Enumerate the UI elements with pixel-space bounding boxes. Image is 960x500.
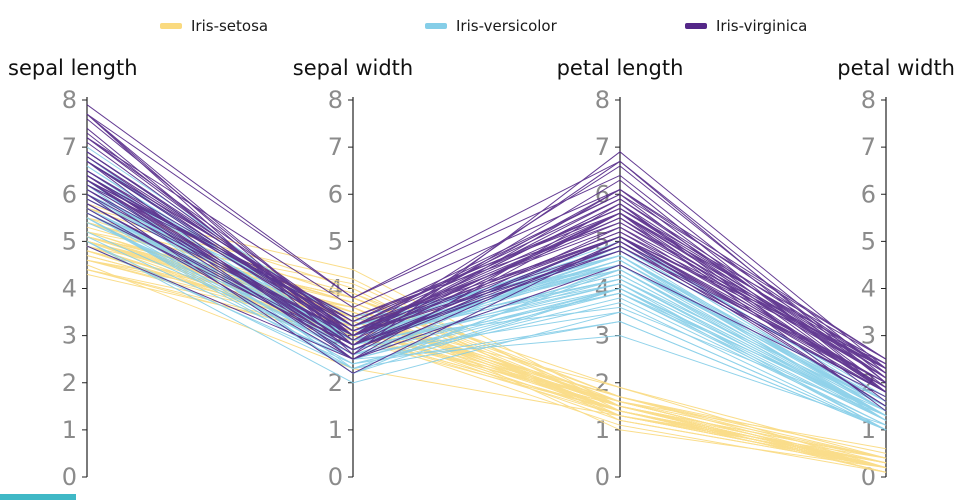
- legend-item-virginica[interactable]: Iris-virginica: [685, 17, 807, 35]
- data-line: [86, 236, 887, 426]
- tick-label: 4: [861, 275, 876, 303]
- data-line: [86, 240, 887, 431]
- tick-label: 0: [328, 463, 343, 491]
- tick-label: 3: [861, 322, 876, 350]
- data-line: [86, 184, 887, 370]
- data-line: [86, 217, 887, 417]
- tick-label: 1: [595, 416, 610, 444]
- tick-label: 0: [595, 463, 610, 491]
- data-line: [86, 160, 887, 365]
- tick-label: 8: [595, 86, 610, 114]
- axis-title-petal-length: petal length: [556, 56, 684, 80]
- tick-label: 0: [62, 463, 77, 491]
- tick-label: 6: [62, 180, 77, 208]
- legend-label-versicolor: Iris-versicolor: [456, 17, 557, 35]
- data-line: [86, 113, 887, 384]
- legend-item-setosa[interactable]: Iris-setosa: [160, 17, 268, 35]
- versicolor-swatch-icon: [425, 23, 447, 29]
- tick-label: 8: [328, 86, 343, 114]
- data-line: [86, 113, 887, 374]
- tick-label: 7: [62, 133, 77, 161]
- data-line: [86, 217, 887, 431]
- tick-label: 8: [62, 86, 77, 114]
- legend-item-versicolor[interactable]: Iris-versicolor: [425, 17, 557, 35]
- data-line: [86, 170, 887, 384]
- data-line: [86, 198, 887, 393]
- tick-label: 7: [861, 133, 876, 161]
- setosa-swatch-icon: [160, 23, 182, 29]
- tick-label: 5: [328, 227, 343, 255]
- tick-label: 3: [595, 322, 610, 350]
- tick-label: 4: [62, 275, 77, 303]
- data-line: [86, 160, 887, 360]
- tick-label: 2: [62, 369, 77, 397]
- data-line: [86, 156, 887, 370]
- axis-0: 0 1 2 3 4 5 6 7 8: [62, 86, 88, 491]
- data-line: [86, 245, 887, 398]
- virginica-swatch-icon: [685, 23, 707, 29]
- tick-label: 6: [328, 180, 343, 208]
- axis-title-sepal-width: sepal width: [292, 56, 414, 80]
- axis-title-sepal-length: sepal length: [8, 56, 138, 80]
- tick-label: 8: [861, 86, 876, 114]
- data-line: [86, 174, 887, 374]
- data-line: [86, 203, 887, 388]
- series-iris-virginica: [86, 104, 887, 412]
- legend-label-virginica: Iris-virginica: [716, 17, 808, 35]
- tick-label: 1: [62, 416, 77, 444]
- tick-label: 5: [861, 227, 876, 255]
- data-line: [86, 193, 887, 407]
- tick-label: 3: [62, 322, 77, 350]
- tick-label: 6: [861, 180, 876, 208]
- tick-label: 7: [328, 133, 343, 161]
- data-line: [86, 137, 887, 360]
- tick-label: 5: [62, 227, 77, 255]
- tick-label: 7: [595, 133, 610, 161]
- axis-title-petal-width: petal width: [837, 56, 955, 80]
- tick-label: 1: [328, 416, 343, 444]
- bottom-left-accent: [0, 494, 76, 500]
- legend-label-setosa: Iris-setosa: [191, 17, 269, 35]
